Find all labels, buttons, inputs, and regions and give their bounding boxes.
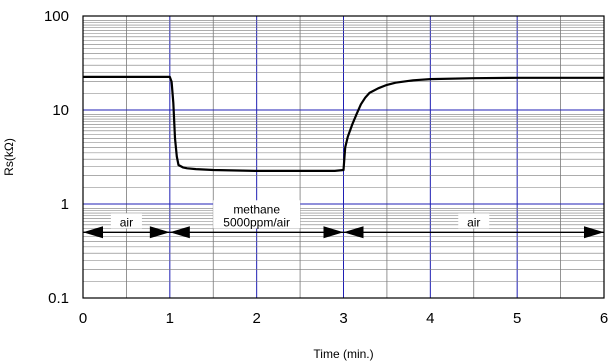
x-tick-label: 1 xyxy=(166,310,174,327)
annotation-label-methane: methane xyxy=(233,202,280,216)
x-tick-label: 6 xyxy=(600,310,608,327)
annotation-bg-methane xyxy=(213,200,301,229)
y-tick-label: 1 xyxy=(61,196,69,213)
y-axis-label: Rs(kΩ) xyxy=(2,138,16,176)
arrow-head-left-air2 xyxy=(343,226,364,239)
annotation-bg-air1 xyxy=(110,213,142,229)
series-line-rs xyxy=(83,75,604,172)
annotation-label-air1: air xyxy=(120,215,133,229)
x-tick-label: 5 xyxy=(513,310,521,327)
x-tick-labels: 0 1 2 3 4 5 6 xyxy=(79,310,608,327)
arrow-head-left-methane xyxy=(169,226,190,239)
annotation-label-methane: 5000ppm/air xyxy=(223,215,290,229)
arrow-head-right-methane xyxy=(323,226,344,239)
arrow-head-left-air1 xyxy=(83,226,103,239)
x-tick-label: 3 xyxy=(339,310,347,327)
y-tick-label: 100 xyxy=(44,8,69,25)
plot-frame xyxy=(82,15,605,299)
annotation-label-air2: air xyxy=(467,215,480,229)
y-tick-label: 0.1 xyxy=(48,290,69,307)
y-tick-label: 10 xyxy=(52,102,69,119)
x-axis-label: Time (min.) xyxy=(313,347,373,361)
y-tick-labels: 0.1 1 10 100 xyxy=(44,8,69,307)
x-tick-label: 2 xyxy=(252,310,260,327)
annotation-bg-air2 xyxy=(458,213,490,229)
x-tick-label: 4 xyxy=(426,310,434,327)
arrow-head-right-air1 xyxy=(149,226,170,239)
arrow-head-right-air2 xyxy=(584,226,604,239)
x-tick-label: 0 xyxy=(79,310,87,327)
